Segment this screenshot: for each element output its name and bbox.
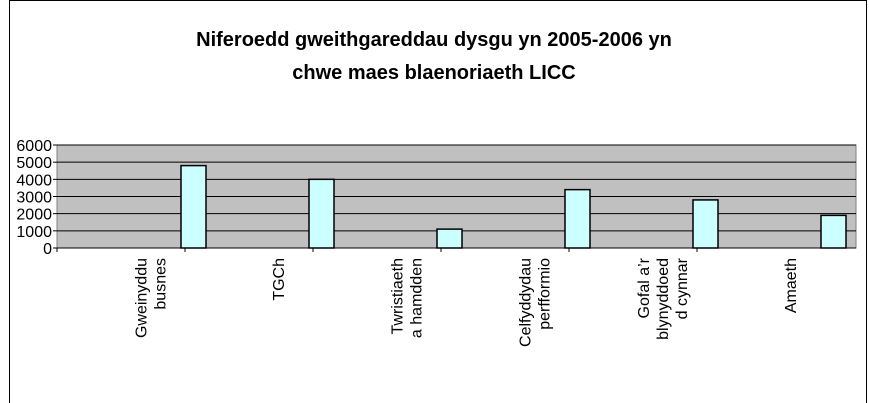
- bar: [820, 214, 847, 249]
- chart-title: Niferoedd gweithgareddau dysgu yn 2005-2…: [196, 29, 672, 51]
- x-tick-label: Amaeth: [783, 258, 800, 313]
- bar: [436, 228, 463, 249]
- bar: [692, 199, 719, 249]
- bar: [308, 178, 335, 249]
- y-tick-label: 0: [43, 241, 52, 258]
- x-tick-label: TGCh: [271, 258, 288, 301]
- x-tick-label: Gofal a’r blynyddoed d cynnar: [636, 257, 691, 340]
- y-tick-label: 6000: [16, 138, 52, 155]
- y-tick-label: 5000: [16, 155, 52, 172]
- chart-title: chwe maes blaenoriaeth LICC: [292, 62, 575, 84]
- x-tick-label: Celfyddydau perfformio: [518, 258, 554, 347]
- y-tick-label: 3000: [16, 190, 52, 207]
- y-tick-label: 1000: [16, 224, 52, 241]
- bar: [564, 188, 591, 249]
- bar: [180, 164, 207, 249]
- chart-frame: [9, 0, 867, 403]
- x-tick-label: Twristiaeth a hamdden: [390, 258, 426, 338]
- y-tick-label: 4000: [16, 172, 52, 189]
- y-tick-label: 2000: [16, 207, 52, 224]
- x-tick-label: Gweinyddu busnes: [134, 258, 170, 338]
